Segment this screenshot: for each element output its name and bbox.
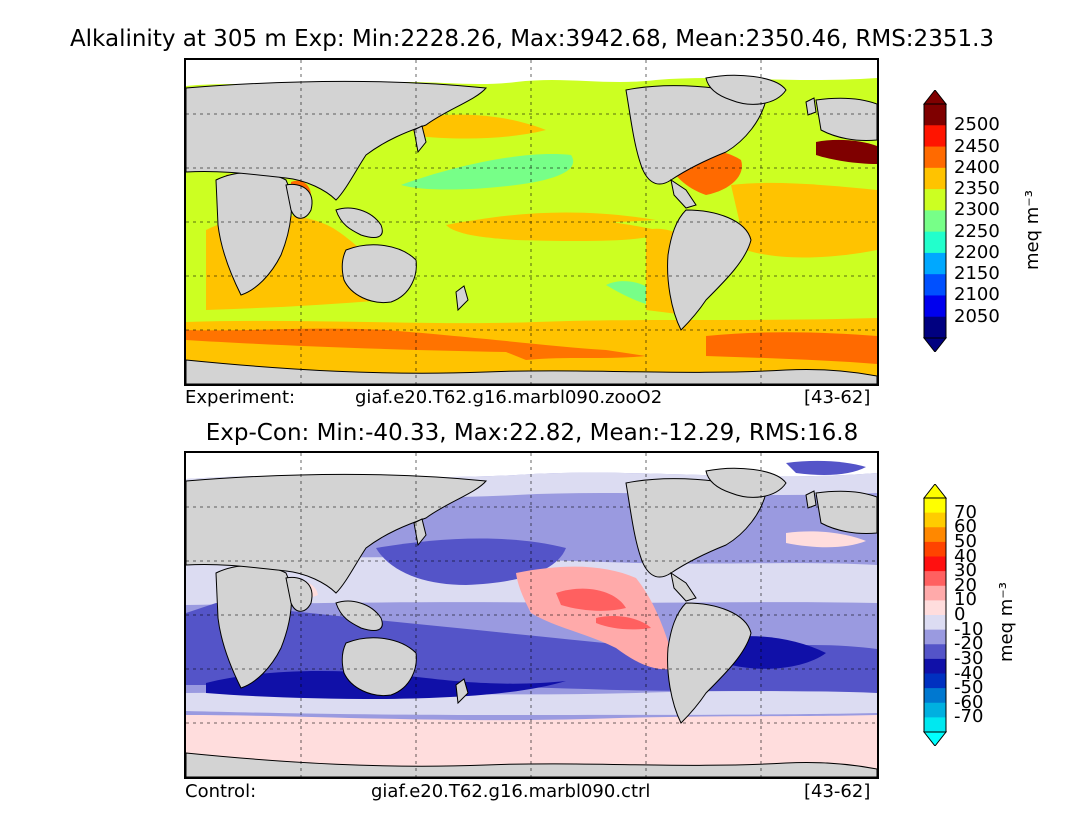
colorbar-swatch [924, 702, 946, 718]
top-caption-case: giaf.e20.T62.g16.marbl090.zooO2 [355, 387, 663, 408]
colorbar-tick-label: -40 [954, 662, 984, 684]
colorbar-tick-label: 40 [954, 545, 977, 567]
colorbar-swatch [924, 600, 946, 616]
colorbar-swatch [924, 512, 946, 528]
colorbar-under-extension [922, 731, 948, 746]
colorbar-tick-label: -70 [954, 706, 984, 728]
colorbar-tick-label: 50 [954, 530, 977, 552]
top-plot-title: Alkalinity at 305 m Exp: Min:2228.26, Ma… [69, 26, 995, 52]
colorbar-tick-label: 20 [954, 574, 977, 596]
colorbar-swatch [924, 252, 946, 275]
colorbar-tick-label: 60 [954, 516, 977, 538]
colorbar-swatch [924, 316, 946, 339]
colorbar-swatch [924, 231, 946, 254]
colorbar-tick-label: -20 [954, 633, 984, 655]
bottom-caption-years: [43-62] [804, 781, 871, 802]
colorbar-swatch [924, 104, 946, 126]
bottom-caption-label: Control: [185, 781, 257, 802]
colorbar-tick-label: -60 [954, 691, 984, 713]
colorbar-tick-label: 2350 [954, 178, 1000, 200]
colorbar-tick-label: 2400 [954, 156, 1000, 178]
colorbar-tick-label: -10 [954, 618, 984, 640]
colorbar-swatch [924, 673, 946, 689]
bottom-difference-map [184, 451, 879, 779]
colorbar-swatch [924, 658, 946, 674]
colorbar-swatch [924, 498, 946, 514]
colorbar-swatch [924, 146, 946, 169]
bottom-plot-title: Exp-Con: Min:-40.33, Max:22.82, Mean:-12… [205, 420, 859, 446]
colorbar-swatch [924, 556, 946, 572]
colorbar-tick-label: 2050 [954, 305, 1000, 327]
top-caption-years: [43-62] [804, 387, 871, 408]
colorbar-swatch [924, 541, 946, 557]
top-colorbar-units: meq m⁻³ [1022, 189, 1043, 270]
colorbar-tick-label: 2150 [954, 263, 1000, 285]
top-colorbar [922, 90, 948, 352]
colorbar-over-extension [922, 484, 948, 499]
colorbar-swatch [924, 717, 946, 733]
colorbar-swatch [924, 629, 946, 645]
colorbar-tick-label: 2200 [954, 241, 1000, 263]
colorbar-tick-label: 2250 [954, 220, 1000, 242]
colorbar-tick-label: 0 [954, 604, 966, 625]
colorbar-swatch [924, 125, 946, 148]
colorbar-swatch [924, 210, 946, 233]
colorbar-tick-label: -30 [954, 647, 984, 669]
colorbar-swatch [924, 615, 946, 631]
colorbar-swatch [924, 571, 946, 587]
colorbar-tick-label: 30 [954, 560, 977, 582]
bottom-caption-case: giaf.e20.T62.g16.marbl090.ctrl [371, 781, 651, 802]
colorbar-swatch [924, 274, 946, 296]
colorbar-swatch [924, 295, 946, 318]
colorbar-swatch [924, 688, 946, 704]
top-caption-label: Experiment: [185, 387, 296, 408]
colorbar-tick-label: 2500 [954, 114, 1000, 136]
colorbar-swatch [924, 189, 946, 211]
colorbar-tick-label: 70 [954, 501, 977, 523]
colorbar-swatch [924, 527, 946, 543]
colorbar-tick-label: 10 [954, 589, 977, 611]
colorbar-swatch [924, 644, 946, 660]
top-alkalinity-map [184, 58, 879, 386]
colorbar-tick-label: 2100 [954, 284, 1000, 306]
bottom-colorbar [922, 484, 948, 746]
colorbar-over-extension [922, 90, 948, 105]
colorbar-tick-label: 2450 [954, 135, 1000, 157]
colorbar-swatch [924, 167, 946, 190]
colorbar-swatch [924, 585, 946, 601]
colorbar-under-extension [922, 337, 948, 352]
colorbar-tick-label: 2300 [954, 199, 1000, 221]
colorbar-tick-label: -50 [954, 677, 984, 699]
bottom-colorbar-units: meq m⁻³ [996, 581, 1017, 662]
